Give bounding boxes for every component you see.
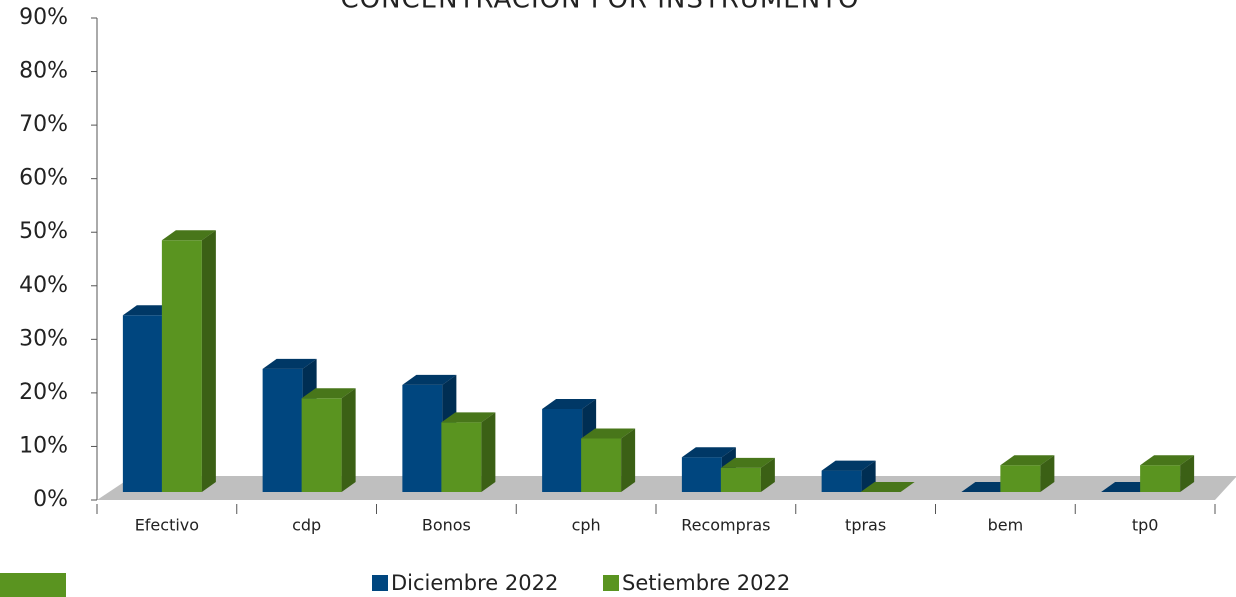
bar-side: [760, 457, 775, 492]
x-tick-label: cph: [572, 516, 601, 535]
y-tick-label: 10%: [19, 433, 68, 458]
bar-top: [1000, 455, 1055, 466]
bar-top: [402, 374, 457, 385]
legend-swatch: [372, 575, 388, 591]
bar: [581, 438, 622, 492]
bar-top: [301, 388, 356, 399]
bar-top: [681, 447, 736, 458]
bar: [301, 398, 342, 492]
y-tick-label: 80%: [19, 59, 68, 84]
y-tick-label: 40%: [19, 273, 68, 298]
bar: [402, 384, 443, 492]
y-tick-label: 70%: [19, 112, 68, 137]
bar-top: [262, 358, 317, 369]
y-tick-label: 0%: [33, 487, 68, 512]
bar-side: [481, 412, 496, 492]
bar-side: [1040, 455, 1055, 492]
corner-decoration: [0, 573, 66, 597]
bar-top: [542, 398, 597, 409]
x-tick-label: tpras: [845, 516, 886, 535]
bar-top: [821, 460, 876, 471]
y-tick-label: 50%: [19, 219, 68, 244]
bar: [542, 408, 583, 492]
bar-top: [720, 457, 775, 468]
bar: [441, 422, 482, 492]
chart-title: CONCENTRACIÓN POR INSTRUMENTO: [340, 0, 859, 15]
y-tick-label: 30%: [19, 326, 68, 351]
bar: [681, 457, 722, 492]
legend-label: Diciembre 2022: [391, 571, 558, 595]
bar: [1000, 465, 1041, 492]
bar: [161, 240, 202, 492]
bar-side: [341, 388, 356, 492]
bar: [262, 368, 303, 492]
y-tick-label: 90%: [19, 5, 68, 30]
x-tick-label: Efectivo: [135, 516, 199, 535]
x-tick-label: cdp: [292, 516, 321, 535]
bar-top: [161, 230, 216, 241]
bar-top: [860, 482, 915, 492]
y-tick-label: 60%: [19, 166, 68, 191]
x-tick-label: Bonos: [422, 516, 471, 535]
legend-label: Setiembre 2022: [622, 571, 790, 595]
bar: [821, 470, 862, 492]
bar-top: [1140, 455, 1195, 466]
x-tick-label: bem: [988, 516, 1024, 535]
bar-top: [441, 412, 496, 423]
bar-side: [1180, 455, 1195, 492]
bar-side: [201, 230, 216, 493]
bar: [720, 467, 761, 492]
bar-side: [621, 428, 636, 492]
floor: [97, 476, 1236, 500]
bar-top: [581, 428, 636, 439]
x-tick-label: Recompras: [681, 516, 770, 535]
y-tick-label: 20%: [19, 380, 68, 405]
x-tick-label: tp0: [1132, 516, 1159, 535]
bar: [122, 315, 163, 492]
bar: [1140, 465, 1181, 492]
legend-swatch: [603, 575, 619, 591]
